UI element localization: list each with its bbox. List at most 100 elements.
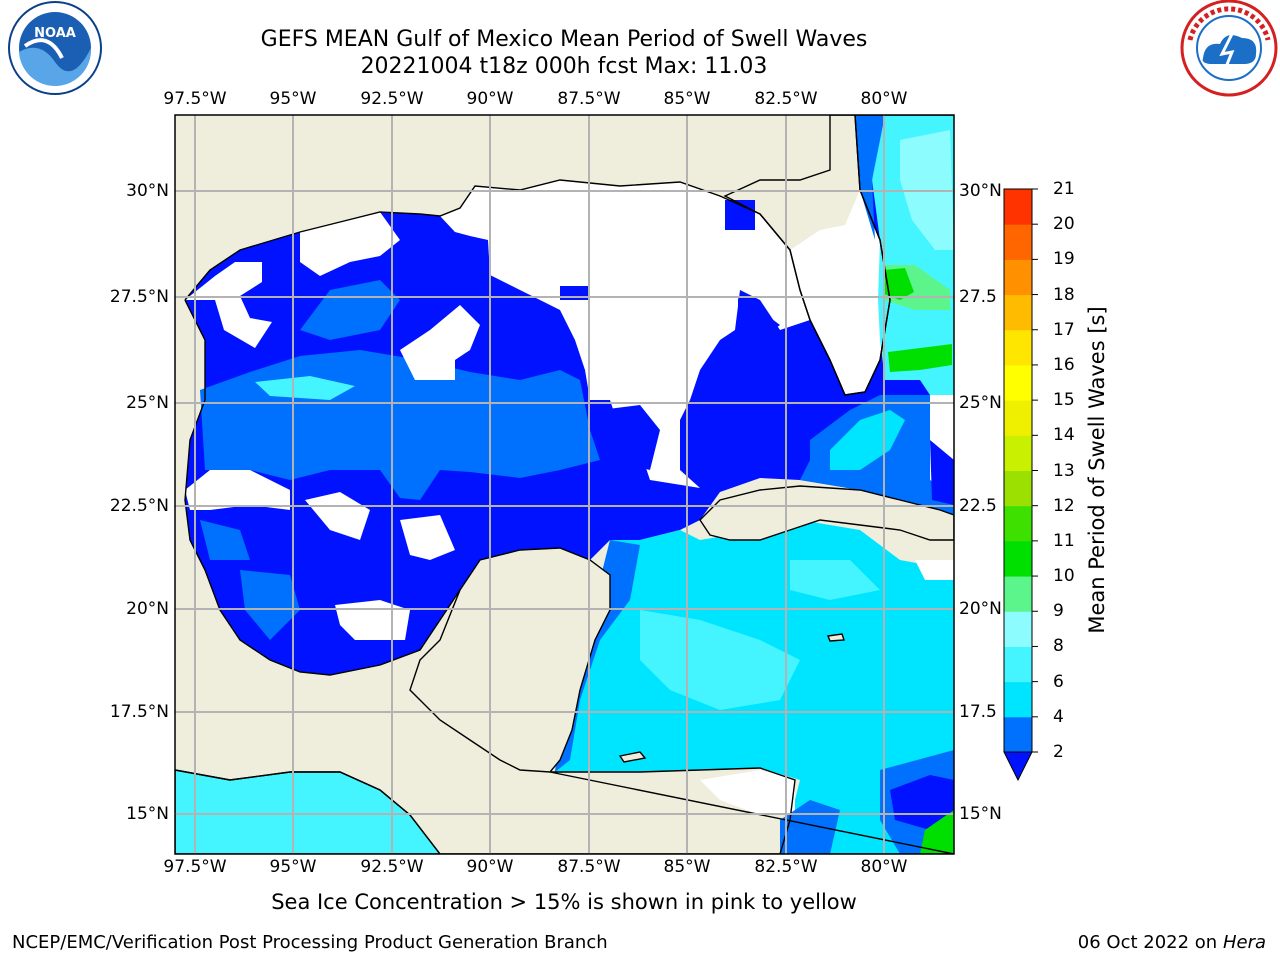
caribbean-white-1 [700,770,795,815]
lon-label-top: 80°W [860,89,908,109]
atlantic-green-2 [888,344,952,372]
colorbar-tick-label: 6 [1053,671,1064,692]
colorbar-tick-label: 20 [1053,214,1075,235]
date-text: 06 Oct 2022 on [1077,932,1218,953]
gulf-white-areas [185,180,890,640]
lon-label-bottom: 87.5°W [557,857,621,877]
lon-label-top: 95°W [269,89,317,109]
colorbar-tick-label: 16 [1053,354,1075,375]
colorbar-segment [1004,611,1032,647]
map-frame [174,114,955,855]
colorbar-tick-label: 4 [1053,706,1064,727]
lat-label-left: 20°N [126,599,169,619]
lon-label-top: 97.5°W [163,89,227,109]
straits-dark [930,440,954,505]
atlantic-green-dark [884,268,914,300]
colorbar-segment [1004,400,1032,436]
lon-label-top: 92.5°W [360,89,424,109]
caribbean-pale-2 [790,560,880,600]
colorbar-segment [1004,224,1032,260]
caribbean-green-se [920,810,954,854]
colorbar-tick-label: 19 [1053,249,1075,270]
gridlines [175,115,954,854]
lon-label-bottom: 85°W [663,857,711,877]
map-area [175,115,954,854]
lat-label-left: 30°N [126,181,169,201]
lon-label-bottom: 95°W [269,857,317,877]
lon-label-top: 85°W [663,89,711,109]
colorbar-tick-label: 13 [1053,460,1075,481]
straits-cyan [830,410,905,470]
colorbar-segment [1004,470,1032,507]
colorbar-tick-label: 17 [1053,319,1075,340]
colorbar-tick-label: 9 [1053,601,1064,622]
colorbar-segment [1004,576,1032,612]
pacific-water [175,770,440,854]
lat-label-right: 25°N [959,393,1002,413]
noaa-logo: NOAA [8,1,102,95]
credit-text: NCEP/EMC/Verification Post Processing Pr… [12,932,608,953]
colorbar-tick-label: 8 [1053,636,1064,657]
chart-title: GEFS MEAN Gulf of Mexico Mean Period of … [260,27,868,52]
lat-label-left: 17.5°N [109,702,169,722]
lon-label-bottom: 97.5°W [163,857,227,877]
colorbar-tick-label: 15 [1053,390,1075,411]
colorbar-segment [1004,435,1032,471]
lat-label-right: 15°N [959,804,1002,824]
lat-label-left: 27.5°N [109,287,169,307]
lat-label-right: 17.5 [959,702,997,722]
svg-text:NOAA: NOAA [34,26,76,41]
colorbar-segment [1004,716,1032,753]
colorbar-segment [1004,364,1032,401]
caribbean-pale [640,610,800,710]
lon-label-top: 82.5°W [754,89,818,109]
lat-label-right: 20°N [959,599,1002,619]
lon-label-bottom: 90°W [466,857,514,877]
colorbar-segment [1004,329,1032,366]
lat-label-right: 27.5 [959,287,997,307]
caribbean-white-2 [915,560,954,580]
gulf-blue-spots [560,200,780,470]
colorbar-tick-label: 18 [1053,284,1075,305]
date-stamp: 06 Oct 2022 on Hera [1078,932,1266,953]
colorbar-segment [1004,189,1032,225]
colorbar-tick-label: 14 [1053,425,1075,446]
band-medium-blue-3 [300,280,400,340]
colorbar-segment [1004,681,1032,718]
colorbar-under-arrow [1003,751,1033,782]
nws-logo [1180,0,1278,97]
band-cyan-sliver [255,376,355,400]
caribbean-dark-se [890,775,954,830]
lat-label-left: 25°N [126,393,169,413]
machine-name: Hera [1222,932,1266,953]
colorbar-tick-label: 12 [1053,495,1075,516]
atlantic-blue-edge [855,115,885,240]
coastlines [175,115,954,854]
colorbar-segment [1004,294,1032,331]
colorbar-tick-label: 21 [1053,179,1075,199]
band-medium-blue-4 [240,570,300,640]
chart-subtitle: 20221004 t18z 000h fcst Max: 11.03 [360,54,768,79]
lon-label-bottom: 82.5°W [754,857,818,877]
lat-label-left: 15°N [126,804,169,824]
colorbar-tick-label: 2 [1053,742,1064,762]
sea-ice-note: Sea Ice Concentration > 15% is shown in … [271,890,857,914]
band-medium-blue-2 [200,520,250,560]
colorbar-segment [1004,259,1032,296]
lon-label-top: 87.5°W [557,89,621,109]
coast-mexico [184,299,461,676]
colorbar-title: Mean Period of Swell Waves [s] [1085,306,1109,634]
colorbar-tick-label: 10 [1053,566,1075,587]
caribbean-blue-west [555,540,640,772]
colorbar-tick-label: 11 [1053,530,1075,551]
colorbar-segment [1004,540,1032,577]
colorbar [1003,188,1038,782]
lon-label-bottom: 80°W [860,857,908,877]
lat-label-right: 22.5 [959,496,997,516]
coast-mainland [184,115,891,396]
colorbar-segment [1004,505,1032,542]
lat-label-left: 22.5°N [109,496,169,516]
lat-label-right: 30°N [959,181,1002,201]
colorbar-segment [1004,646,1032,683]
